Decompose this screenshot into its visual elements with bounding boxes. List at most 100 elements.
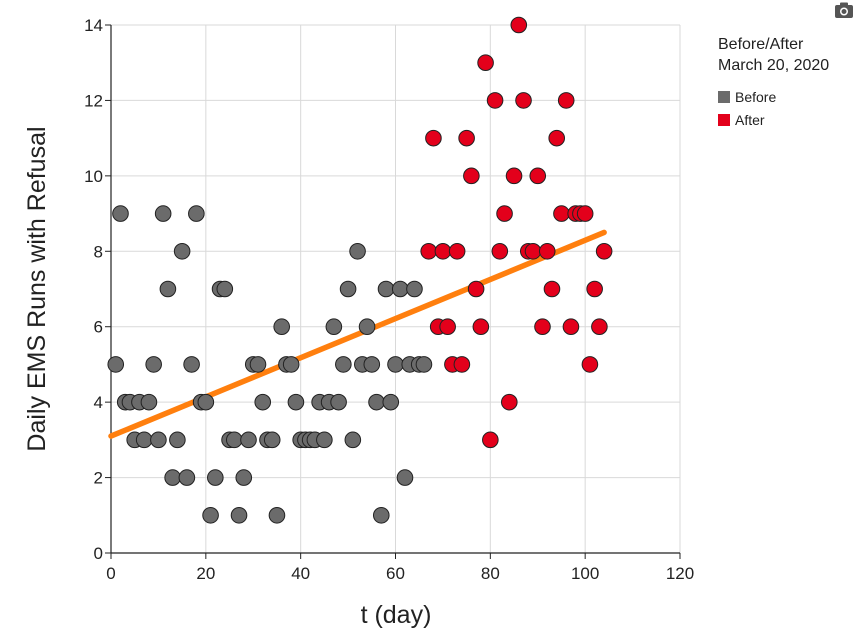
x-tick-label: 0 [106, 564, 115, 583]
point-after[interactable] [562, 318, 580, 336]
point-before[interactable] [396, 469, 414, 486]
point-after[interactable] [425, 129, 442, 147]
point-before[interactable] [150, 431, 167, 449]
point-before[interactable] [164, 469, 181, 486]
point-before[interactable] [415, 356, 433, 373]
y-tick-label: 0 [94, 544, 103, 563]
point-after[interactable] [482, 431, 499, 449]
y-axis-title: Daily EMS Runs with Refusal [23, 126, 51, 451]
point-after[interactable] [477, 54, 494, 72]
point-after[interactable] [510, 16, 528, 34]
point-before[interactable] [358, 318, 376, 336]
point-before[interactable] [140, 393, 158, 411]
point-before[interactable] [391, 280, 409, 298]
point-before[interactable] [207, 469, 224, 486]
trendline [108, 229, 607, 439]
point-before[interactable] [330, 393, 347, 411]
point-before[interactable] [325, 318, 343, 336]
point-after[interactable] [448, 242, 466, 260]
point-before[interactable] [240, 431, 257, 449]
point-after[interactable] [553, 205, 570, 222]
point-before[interactable] [273, 318, 291, 336]
point-before[interactable] [263, 431, 281, 449]
camera-icon[interactable] [834, 2, 854, 19]
point-before[interactable] [173, 242, 191, 260]
point-after[interactable] [420, 242, 437, 260]
point-before[interactable] [287, 393, 305, 411]
point-after[interactable] [458, 129, 475, 147]
point-before[interactable] [339, 280, 357, 298]
x-tick-label: 60 [386, 564, 405, 583]
point-before[interactable] [282, 356, 300, 373]
point-before[interactable] [235, 469, 253, 486]
point-before[interactable] [335, 356, 352, 373]
y-tick-label: 10 [84, 167, 103, 186]
point-before[interactable] [183, 356, 200, 373]
point-before[interactable] [268, 506, 286, 524]
axes [105, 24, 681, 559]
point-after[interactable] [548, 129, 566, 147]
point-after[interactable] [491, 242, 509, 260]
point-after[interactable] [515, 92, 532, 109]
legend-label-after: After [735, 111, 765, 128]
point-before[interactable] [216, 280, 234, 298]
x-tick-label: 40 [291, 564, 310, 583]
point-before[interactable] [197, 393, 215, 411]
point-after[interactable] [529, 167, 547, 185]
point-before[interactable] [316, 431, 333, 449]
point-after[interactable] [534, 318, 551, 336]
point-before[interactable] [145, 356, 162, 373]
point-before[interactable] [159, 280, 177, 298]
point-before[interactable] [387, 356, 404, 373]
point-after[interactable] [524, 242, 542, 260]
point-before[interactable] [349, 242, 366, 260]
point-before[interactable] [249, 356, 267, 373]
point-after[interactable] [472, 318, 490, 336]
point-before[interactable] [169, 431, 186, 449]
point-after[interactable] [595, 242, 613, 260]
legend-title-line-2: March 20, 2020 [718, 57, 830, 74]
point-before[interactable] [372, 506, 390, 524]
point-after[interactable] [463, 167, 480, 185]
trendline-group [108, 229, 607, 439]
point-before[interactable] [382, 393, 400, 411]
point-after[interactable] [581, 356, 599, 373]
point-after[interactable] [501, 393, 518, 411]
grid-lines [111, 24, 681, 553]
point-before[interactable] [363, 356, 381, 373]
point-after[interactable] [453, 356, 471, 373]
y-tick-label: 4 [94, 393, 103, 412]
legend-item-after[interactable]: After [718, 108, 829, 131]
point-after[interactable] [591, 318, 608, 336]
point-before[interactable] [188, 205, 205, 222]
point-before[interactable] [230, 506, 248, 524]
point-before[interactable] [254, 393, 272, 411]
point-before[interactable] [135, 431, 153, 449]
x-tick-label: 20 [196, 564, 215, 583]
point-before[interactable] [225, 431, 243, 449]
point-after[interactable] [505, 167, 523, 185]
legend-swatch-before [718, 90, 730, 103]
point-before[interactable] [344, 431, 362, 449]
point-before[interactable] [107, 356, 125, 373]
point-after[interactable] [496, 205, 513, 222]
point-after[interactable] [586, 280, 603, 298]
point-after[interactable] [538, 242, 556, 260]
point-before[interactable] [377, 280, 395, 298]
legend-swatch-after [718, 113, 730, 126]
point-after[interactable] [543, 280, 561, 298]
point-before[interactable] [154, 205, 172, 222]
point-after[interactable] [576, 205, 594, 222]
point-before[interactable] [178, 469, 196, 486]
point-after[interactable] [439, 318, 456, 336]
point-before[interactable] [112, 205, 129, 222]
point-before[interactable] [406, 280, 423, 298]
point-after[interactable] [434, 242, 452, 260]
point-after[interactable] [557, 92, 575, 109]
legend-item-before[interactable]: Before [718, 85, 829, 108]
point-after[interactable] [486, 92, 504, 109]
point-before[interactable] [202, 506, 219, 524]
point-after[interactable] [467, 280, 485, 298]
point-before[interactable] [368, 393, 385, 411]
